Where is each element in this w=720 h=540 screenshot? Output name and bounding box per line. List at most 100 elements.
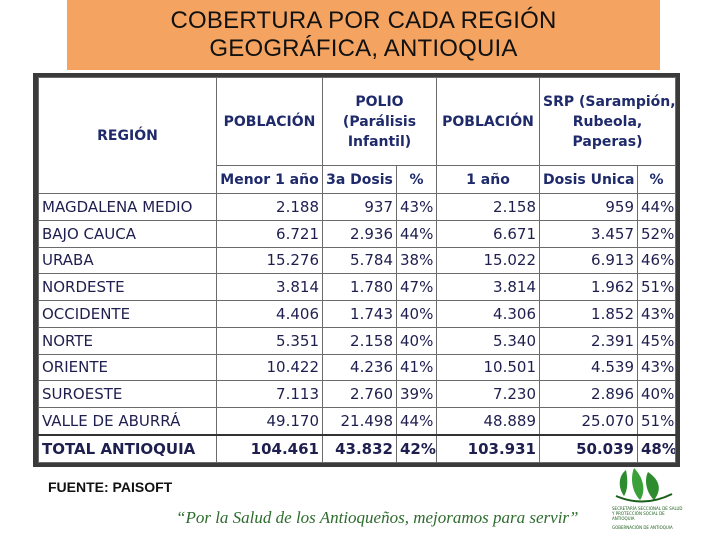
slogan: “Por la Salud de los Antioqueños, mejora… (176, 508, 579, 527)
table-row: MAGDALENA MEDIO 2.188 937 43% 2.158 959 … (38, 193, 676, 221)
cell-region: BAJO CAUCA (38, 219, 217, 248)
cell-pct-polio: 40% (396, 326, 437, 355)
cell-3a-dosis: 4.236 (322, 353, 397, 382)
header-polio: POLIO (Parálisis Infantil) (322, 77, 437, 166)
cell-pct-srp: 51% (637, 273, 676, 301)
cell-pct-polio: 44% (396, 219, 437, 248)
cell-poblacion-1-ano: 3.814 (436, 273, 540, 301)
header-srp: SRP (Sarampión, Rubeola, Paperas) (539, 77, 676, 166)
table-row: BAJO CAUCA 6.721 2.936 44% 6.671 3.457 5… (38, 219, 676, 248)
cell-pct-polio: 39% (396, 380, 437, 408)
header-poblacion-1: POBLACIÓN (216, 77, 323, 166)
total-pct-srp: 48% (637, 433, 676, 463)
cell-pct-polio: 41% (396, 353, 437, 382)
cell-poblacion-menor: 10.422 (216, 353, 323, 382)
cell-poblacion-menor: 4.406 (216, 300, 323, 328)
cell-poblacion-1-ano: 2.158 (436, 193, 540, 221)
header-poblacion-2: POBLACIÓN (436, 77, 540, 166)
table-row: SUROESTE 7.113 2.760 39% 7.230 2.896 40% (38, 380, 676, 408)
subheader-pct-polio: % (396, 165, 437, 194)
cell-region: NORTE (38, 326, 217, 355)
table-row: NORTE 5.351 2.158 40% 5.340 2.391 45% (38, 326, 676, 355)
cell-poblacion-1-ano: 48.889 (436, 406, 540, 436)
subheader-pct-srp: % (637, 165, 676, 194)
cell-poblacion-menor: 6.721 (216, 219, 323, 248)
cell-poblacion-menor: 7.113 (216, 380, 323, 408)
cell-poblacion-menor: 3.814 (216, 273, 323, 301)
header-srp-line-1: SRP (Sarampión, (543, 93, 676, 110)
header-row-sub: Menor 1 año 3a Dosis % 1 año Dosis Unica… (39, 165, 676, 194)
cell-3a-dosis: 937 (322, 193, 397, 221)
cell-poblacion-1-ano: 6.671 (436, 219, 540, 248)
cell-region: OCCIDENTE (38, 300, 217, 328)
header-row-main: REGIÓN POBLACIÓN POLIO (Parálisis Infant… (38, 77, 676, 194)
total-region: TOTAL ANTIOQUIA (38, 433, 217, 463)
cell-pct-srp: 40% (637, 380, 676, 408)
page-title-line-1: COBERTURA POR CADA REGIÓN (170, 7, 557, 34)
header-polio-line-1: POLIO (355, 93, 404, 110)
cell-poblacion-menor: 15.276 (216, 246, 323, 275)
title-banner: COBERTURA POR CADA REGIÓN GEOGRÁFICA, AN… (67, 0, 660, 70)
cell-pct-srp: 44% (637, 193, 676, 221)
cell-dosis-unica: 6.913 (539, 246, 638, 275)
subheader-dosis-unica: Dosis Unica (539, 165, 638, 194)
cell-pct-srp: 52% (637, 219, 676, 248)
cell-pct-srp: 43% (637, 300, 676, 328)
header-srp-line-3: Paperas) (572, 133, 643, 150)
cell-3a-dosis: 21.498 (322, 406, 397, 436)
cell-poblacion-menor: 2.188 (216, 193, 323, 221)
cell-3a-dosis: 2.936 (322, 219, 397, 248)
header-srp-line-2: Rubeola, (572, 113, 643, 130)
cell-pct-polio: 47% (396, 273, 437, 301)
cell-pct-polio: 40% (396, 300, 437, 328)
cell-dosis-unica: 2.391 (539, 326, 638, 355)
header-polio-line-3: Infantil) (347, 133, 412, 150)
cell-dosis-unica: 3.457 (539, 219, 638, 248)
cell-pct-polio: 38% (396, 246, 437, 275)
cell-dosis-unica: 4.539 (539, 353, 638, 382)
cell-poblacion-1-ano: 5.340 (436, 326, 540, 355)
coverage-table-frame: REGIÓN POBLACIÓN POLIO (Parálisis Infant… (33, 73, 680, 467)
gobernacion-antioquia-logo-icon (604, 466, 684, 532)
table-row: NORDESTE 3.814 1.780 47% 3.814 1.962 51% (38, 273, 676, 301)
cell-dosis-unica: 25.070 (539, 406, 638, 436)
cell-region: SUROESTE (38, 380, 217, 408)
cell-3a-dosis: 2.760 (322, 380, 397, 408)
cell-region: NORDESTE (38, 273, 217, 301)
table-row: ORIENTE 10.422 4.236 41% 10.501 4.539 43… (38, 353, 676, 382)
total-row: TOTAL ANTIOQUIA 104.461 43.832 42% 103.9… (38, 433, 676, 463)
total-poblacion-1-ano: 103.931 (436, 433, 540, 463)
page-title-line-2: GEOGRÁFICA, ANTIOQUIA (209, 35, 518, 62)
cell-pct-srp: 51% (637, 406, 676, 436)
cell-poblacion-menor: 5.351 (216, 326, 323, 355)
table-row: OCCIDENTE 4.406 1.743 40% 4.306 1.852 43… (38, 300, 676, 328)
cell-3a-dosis: 2.158 (322, 326, 397, 355)
cell-pct-srp: 45% (637, 326, 676, 355)
cell-region: VALLE DE ABURRÁ (38, 406, 217, 436)
cell-region: URABA (38, 246, 217, 275)
header-polio-line-2: (Parálisis (342, 113, 417, 130)
coverage-table: REGIÓN POBLACIÓN POLIO (Parálisis Infant… (38, 77, 676, 463)
subheader-3a-dosis: 3a Dosis (322, 165, 397, 194)
cell-region: MAGDALENA MEDIO (38, 193, 217, 221)
table-row: VALLE DE ABURRÁ 49.170 21.498 44% 48.889… (38, 406, 676, 436)
cell-pct-srp: 46% (637, 246, 676, 275)
total-pct-polio: 42% (396, 433, 437, 463)
logo-footer: GOBERNACIÓN DE ANTIOQUIA (612, 525, 673, 530)
subheader-menor-1-ano: Menor 1 año (216, 165, 323, 194)
cell-pct-polio: 44% (396, 406, 437, 436)
logo-caption: SECRETARÍA SECCIONAL DE SALUD Y PROTECCI… (612, 506, 683, 521)
total-poblacion-menor: 104.461 (216, 433, 323, 463)
cell-3a-dosis: 1.780 (322, 273, 397, 301)
header-region: REGIÓN (38, 77, 217, 194)
source-note: FUENTE: PAISOFT (48, 479, 173, 495)
cell-3a-dosis: 1.743 (322, 300, 397, 328)
subheader-1-ano: 1 año (436, 165, 540, 194)
cell-poblacion-1-ano: 10.501 (436, 353, 540, 382)
cell-region: ORIENTE (38, 353, 217, 382)
cell-pct-srp: 43% (637, 353, 676, 382)
cell-poblacion-menor: 49.170 (216, 406, 323, 436)
cell-dosis-unica: 1.852 (539, 300, 638, 328)
table-row: URABA 15.276 5.784 38% 15.022 6.913 46% (38, 246, 676, 275)
cell-dosis-unica: 2.896 (539, 380, 638, 408)
